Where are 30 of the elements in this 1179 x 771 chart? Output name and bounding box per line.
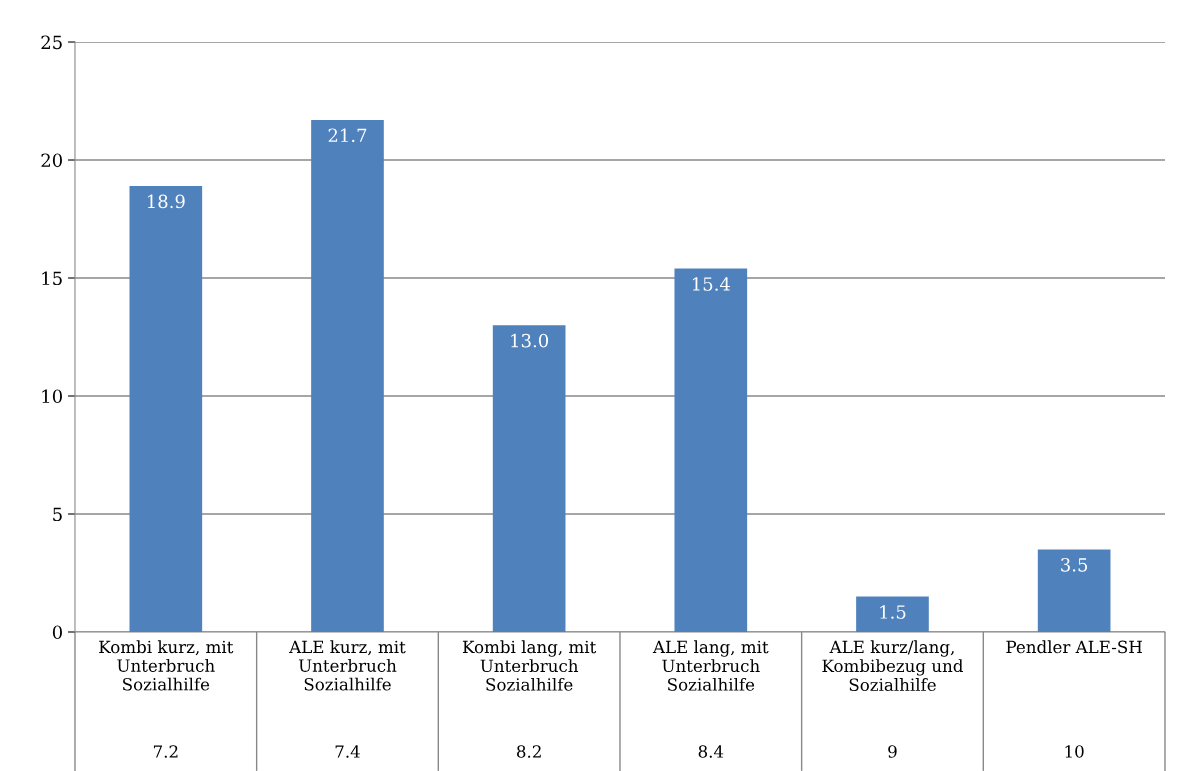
x-tick-label: Pendler ALE-SH — [1006, 640, 1142, 654]
data-label: 15.4 — [692, 277, 730, 291]
text: 7.4 — [335, 745, 360, 758]
y-tick-label: 0 — [52, 625, 62, 640]
x-tick-label: Kombi kurz, mit Unterbruch Sozialhilfe — [99, 640, 234, 691]
bar — [674, 268, 748, 632]
data-label: 18.9 — [147, 194, 185, 209]
text: 9 — [888, 745, 897, 758]
x-tick-label: Kombi lang, mit Unterbruch Sozialhilfe — [462, 640, 597, 691]
y-tick-label: 20 — [41, 153, 62, 168]
text: 8.4 — [698, 745, 724, 758]
data-label: 21.7 — [328, 128, 367, 143]
x-tick-label: ALE kurz/lang, Kombibezug und Sozialhilfe — [822, 640, 963, 692]
bar — [856, 596, 929, 632]
text: 7.2 — [153, 745, 178, 758]
bar — [129, 185, 203, 632]
x-tick-label: ALE lang, mit Unterbruch Sozialhilfe — [652, 640, 769, 691]
y-tick-label: 5 — [53, 507, 62, 522]
bar — [1037, 549, 1111, 632]
y-tick-label: 10 — [42, 389, 62, 404]
text: 10 — [1065, 745, 1084, 758]
bar — [492, 325, 566, 632]
x-tick-label: ALE kurz, mit Unterbruch Sozialhilfe — [289, 640, 406, 691]
text: 8.2 — [517, 745, 541, 758]
data-label: 13.0 — [511, 333, 549, 348]
bar — [311, 119, 384, 632]
y-tick-label: 15 — [42, 271, 62, 286]
y-tick-label: 25 — [41, 35, 62, 50]
data-label: 1.5 — [880, 605, 906, 619]
data-label: 3.5 — [1061, 557, 1088, 572]
